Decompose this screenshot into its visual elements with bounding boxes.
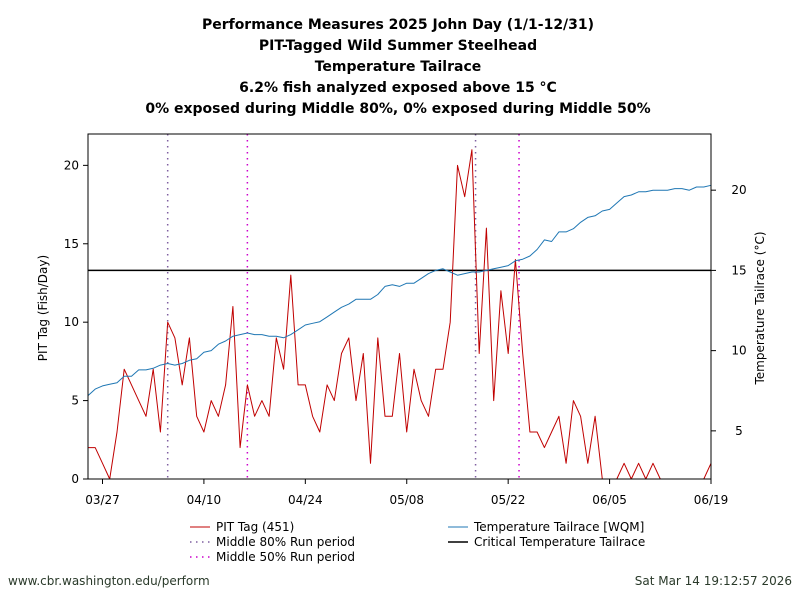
- y-right-tick-label: 15: [731, 263, 746, 277]
- y-right-tick-label: 20: [731, 183, 746, 197]
- temperature-series-line: [87, 184, 712, 396]
- x-tick-label: 04/24: [288, 493, 323, 507]
- chart-title-line-3: Temperature Tailrace: [315, 59, 482, 75]
- legend-label-critical: Critical Temperature Tailrace: [474, 535, 645, 549]
- legend-label-middle50: Middle 50% Run period: [216, 550, 355, 564]
- y-left-tick-label: 10: [64, 315, 79, 329]
- y-left-tick-label: 0: [71, 472, 79, 486]
- y-left-tick-label: 15: [64, 237, 79, 251]
- y-left-tick-label: 5: [71, 394, 79, 408]
- y-right-tick-label: 5: [735, 424, 743, 438]
- chart-title-line-4: 6.2% fish analyzed exposed above 15 °C: [239, 80, 557, 96]
- y-right-tick-label: 10: [731, 344, 746, 358]
- footer-url[interactable]: www.cbr.washington.edu/perform: [8, 574, 210, 588]
- y-left-tick-label: 20: [64, 158, 79, 172]
- x-tick-label: 04/10: [187, 493, 222, 507]
- x-tick-label: 06/05: [592, 493, 627, 507]
- legend-label-temperature: Temperature Tailrace [WQM]: [473, 520, 644, 534]
- legend-label-middle80: Middle 80% Run period: [216, 535, 355, 549]
- legend-label-pit: PIT Tag (451): [216, 520, 294, 534]
- x-tick-label: 05/22: [491, 493, 526, 507]
- pit-tag-series-line: [88, 149, 712, 480]
- footer-timestamp: Sat Mar 14 19:12:57 2026: [634, 574, 792, 588]
- x-tick-label: 05/08: [389, 493, 424, 507]
- chart-titles: Performance Measures 2025 John Day (1/1-…: [145, 17, 650, 117]
- x-tick-label: 06/19: [694, 493, 729, 507]
- y-axis-right-label: Temperature Tailrace (°C): [753, 231, 767, 385]
- plot-frame: [87, 133, 712, 480]
- chart-title-line-5: 0% exposed during Middle 80%, 0% exposed…: [145, 101, 650, 117]
- x-tick-label: 03/27: [85, 493, 120, 507]
- plot-area: 0 5 10 15 20 5 10 15 20 03/27 04/10 04/24 05/08 05/22…: [64, 133, 747, 507]
- chart-title-line-2: PIT-Tagged Wild Summer Steelhead: [259, 38, 537, 54]
- chart-title-line-1: Performance Measures 2025 John Day (1/1-…: [202, 17, 594, 33]
- y-axis-left-label: PIT Tag (Fish/Day): [36, 255, 50, 361]
- legend: PIT Tag (451) Middle 80% Run period Midd…: [190, 520, 645, 564]
